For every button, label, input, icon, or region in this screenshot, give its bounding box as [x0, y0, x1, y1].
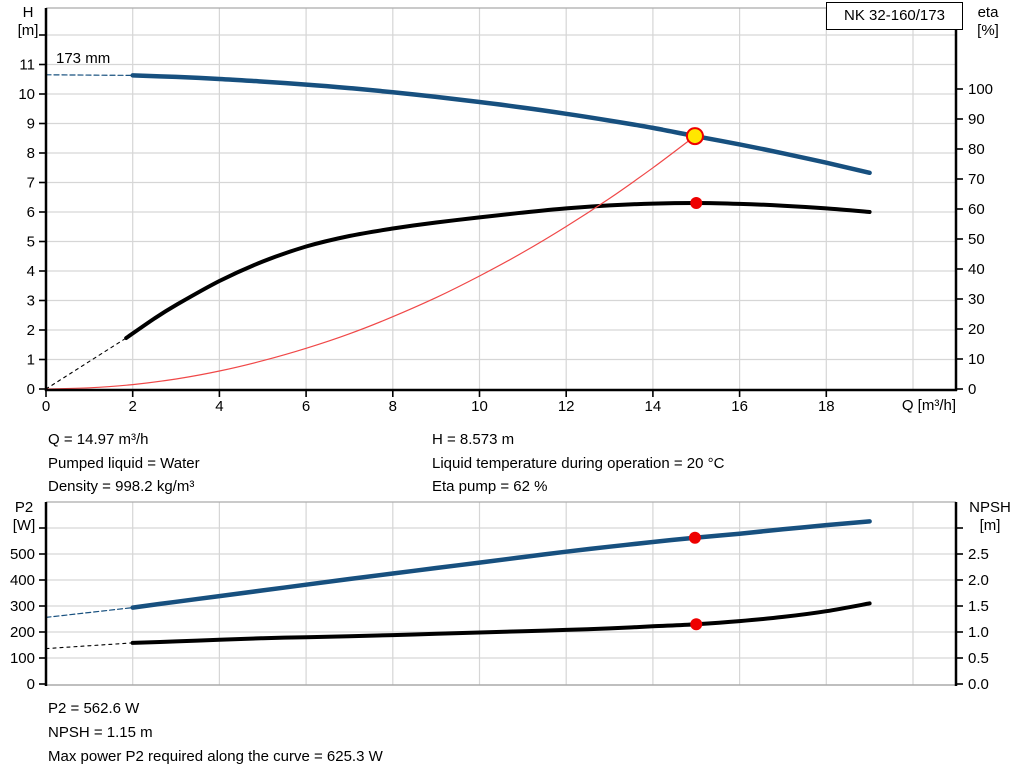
right-axis-tick-label: 2.0 — [968, 572, 989, 589]
right-axis-tick-label: 50 — [968, 231, 985, 248]
annotation-head: H = 8.573 m — [432, 431, 515, 448]
p2-curve-dashed — [45, 607, 134, 618]
left-axis-tick-label: 0 — [27, 676, 35, 693]
left-axis-tick-label: 300 — [10, 598, 35, 615]
left-axis-tick-label: 9 — [27, 116, 35, 133]
npsh-curve-dashed — [45, 642, 134, 650]
duty-point-marker — [685, 127, 704, 146]
left-axis-tick-label: 10 — [18, 86, 35, 103]
left-axis-tick-label: 4 — [27, 263, 35, 280]
right-axis-tick-label: 40 — [968, 261, 985, 278]
p2-axis-title-line1: P2 — [14, 499, 34, 516]
annotation-max-power: Max power P2 required along the curve = … — [48, 748, 383, 765]
annotation-p2: P2 = 562.6 W — [48, 700, 140, 717]
q-axis-title: Q [m³/h] — [901, 397, 956, 414]
left-axis-tick-label: 2 — [27, 322, 35, 339]
right-axis-tick-label: 0 — [968, 381, 976, 398]
left-axis-tick-label: 400 — [10, 572, 35, 589]
left-axis-tick-label: 1 — [27, 352, 35, 369]
impeller-diameter-label: 173 mm — [56, 50, 111, 67]
annotation-flow: Q = 14.97 m³/h — [48, 431, 149, 448]
p2-point-marker — [688, 531, 701, 544]
npsh-axis-title-line1: NPSH — [969, 499, 1011, 516]
x-axis-tick-label: 16 — [731, 398, 748, 415]
x-axis-tick-label: 4 — [215, 398, 223, 415]
right-axis-tick-label: 80 — [968, 141, 985, 158]
head-curve — [130, 73, 872, 176]
x-axis-tick-label: 8 — [389, 398, 397, 415]
right-axis-tick-label: 70 — [968, 171, 985, 188]
right-axis-tick-label: 30 — [968, 291, 985, 308]
npsh-curve — [130, 601, 872, 645]
left-axis-tick-label: 3 — [27, 293, 35, 310]
x-axis-tick-label: 0 — [42, 398, 50, 415]
x-axis-tick-label: 2 — [129, 398, 137, 415]
p2-curve — [130, 519, 872, 610]
left-axis-tick-label: 5 — [27, 234, 35, 251]
annotation-temperature: Liquid temperature during operation = 20… — [432, 455, 725, 472]
eta-axis-title-line1: eta — [977, 4, 999, 21]
npsh-axis-title: NPSH [m] — [960, 499, 1020, 535]
x-axis-tick-label: 12 — [558, 398, 575, 415]
x-axis-tick-label: 10 — [471, 398, 488, 415]
npsh-axis-title-line2: [m] — [979, 517, 1001, 534]
eta-axis-title-line2: [%] — [977, 22, 999, 39]
npsh-point-marker — [690, 618, 703, 631]
eta-curve-dashed — [45, 337, 127, 390]
x-axis-tick-label: 6 — [302, 398, 310, 415]
right-axis-tick-label: 2.5 — [968, 546, 989, 563]
h-axis-title: H [m] — [10, 4, 46, 40]
pump-type-box: NK 32-160/173 — [826, 2, 963, 30]
left-axis-tick-label: 200 — [10, 624, 35, 641]
right-axis-tick-label: 0.5 — [968, 650, 989, 667]
h-axis-title-line2: [m] — [17, 22, 39, 39]
x-axis-tick-label: 14 — [645, 398, 662, 415]
p2-axis-title-line2: [W] — [12, 517, 36, 534]
annotation-density: Density = 998.2 kg/m³ — [48, 478, 195, 495]
p2-axis-title: P2 [W] — [6, 499, 42, 535]
right-axis-tick-label: 10 — [968, 351, 985, 368]
annotation-npsh: NPSH = 1.15 m — [48, 724, 153, 741]
system-curve — [45, 135, 696, 390]
right-axis-tick-label: 90 — [968, 111, 985, 128]
annotation-eta: Eta pump = 62 % — [432, 478, 548, 495]
head-curve-dashed — [45, 74, 134, 76]
right-axis-tick-label: 1.0 — [968, 624, 989, 641]
right-axis-tick-label: 60 — [968, 201, 985, 218]
left-axis-tick-label: 500 — [10, 546, 35, 563]
right-axis-tick-label: 0.0 — [968, 676, 989, 693]
left-axis-tick-label: 8 — [27, 145, 35, 162]
left-axis-tick-label: 7 — [27, 175, 35, 192]
eta-point-marker — [690, 197, 703, 209]
left-axis-tick-label: 100 — [10, 650, 35, 667]
annotation-liquid: Pumped liquid = Water — [48, 455, 200, 472]
h-axis-title-line1: H — [22, 4, 34, 21]
eta-axis-title: eta [%] — [966, 4, 1010, 40]
right-axis-tick-label: 1.5 — [968, 598, 989, 615]
x-axis-tick-label: 18 — [818, 398, 835, 415]
left-axis-tick-label: 0 — [27, 381, 35, 398]
left-axis-tick-label: 11 — [19, 57, 35, 74]
p2-npsh-chart: 0 100 200 300 400 500 0.0 0.5 1.0 1.5 2.0 2.5 — [10, 501, 989, 693]
right-axis-tick-label: 100 — [968, 81, 993, 98]
left-axis-tick-label: 6 — [27, 204, 35, 221]
right-axis-tick-label: 20 — [968, 321, 985, 338]
eta-curve — [124, 201, 872, 340]
